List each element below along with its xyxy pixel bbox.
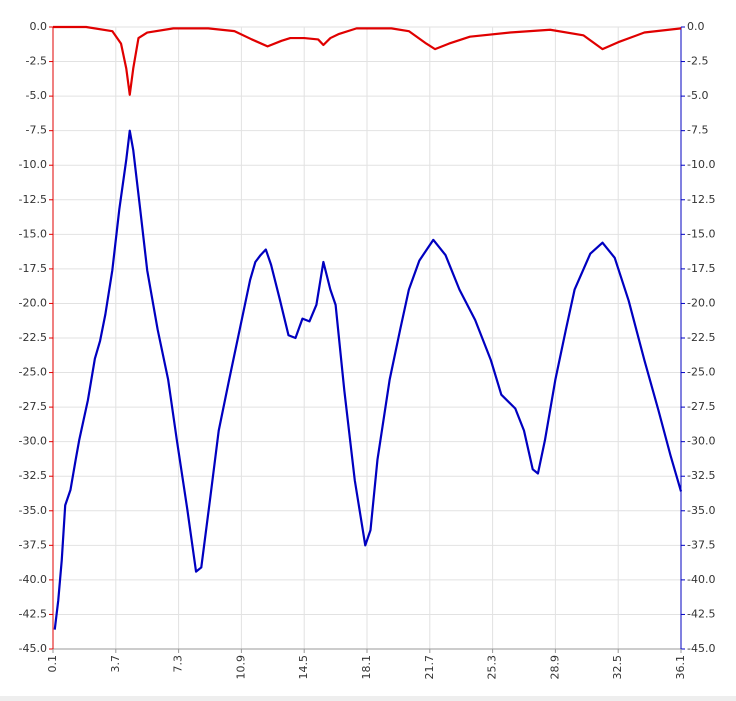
y2-tick-label: -2.5 — [687, 55, 708, 68]
y-tick-label: -30.0 — [19, 435, 47, 448]
y-tick-label: -32.5 — [19, 469, 47, 482]
y-tick-label: -40.0 — [19, 573, 47, 586]
y2-tick-label: -22.5 — [687, 331, 715, 344]
y2-tick-label: 0.0 — [687, 20, 705, 33]
x-tick-label: 7.3 — [172, 655, 185, 673]
y-tick-label: -35.0 — [19, 504, 47, 517]
y-tick-label: -12.5 — [19, 193, 47, 206]
x-tick-label: 36.1 — [674, 655, 687, 680]
x-tick-label: 28.9 — [548, 655, 561, 680]
series-line — [53, 129, 683, 630]
y-tick-label: -15.0 — [19, 227, 47, 240]
y2-tick-label: -30.0 — [687, 435, 715, 448]
y-tick-label: -5.0 — [26, 89, 47, 102]
y-tick-label: -42.5 — [19, 607, 47, 620]
x-tick-label: 25.3 — [486, 655, 499, 680]
y-tick-label: -45.0 — [19, 642, 47, 655]
y2-tick-label: -27.5 — [687, 400, 715, 413]
y2-tick-label: -35.0 — [687, 504, 715, 517]
y2-tick-label: -32.5 — [687, 469, 715, 482]
y2-tick-label: -10.0 — [687, 158, 715, 171]
y2-tick-label: -37.5 — [687, 538, 715, 551]
y2-tick-label: -42.5 — [687, 607, 715, 620]
y-tick-label: -20.0 — [19, 296, 47, 309]
y2-tick-label: -45.0 — [687, 642, 715, 655]
y-tick-label: -22.5 — [19, 331, 47, 344]
y-tick-label: -17.5 — [19, 262, 47, 275]
y2-tick-label: -5.0 — [687, 89, 708, 102]
series-line — [53, 25, 682, 96]
bottom-bar — [0, 696, 736, 701]
y-tick-label: -25.0 — [19, 366, 47, 379]
y-tick-label: -10.0 — [19, 158, 47, 171]
y2-tick-label: -12.5 — [687, 193, 715, 206]
y-tick-label: -2.5 — [26, 55, 47, 68]
x-tick-label: 18.1 — [360, 655, 373, 680]
y2-tick-label: -17.5 — [687, 262, 715, 275]
y2-tick-label: -7.5 — [687, 124, 708, 137]
y-tick-label: 0.0 — [30, 20, 48, 33]
x-tick-label: 10.9 — [234, 655, 247, 680]
y2-tick-label: -15.0 — [687, 227, 715, 240]
y2-tick-label: -25.0 — [687, 366, 715, 379]
y-tick-label: -7.5 — [26, 124, 47, 137]
y2-tick-label: -40.0 — [687, 573, 715, 586]
x-tick-label: 0.1 — [46, 655, 59, 673]
y-tick-label: -37.5 — [19, 538, 47, 551]
y-tick-label: -27.5 — [19, 400, 47, 413]
x-tick-label: 3.7 — [109, 655, 122, 673]
x-tick-label: 21.7 — [423, 655, 436, 680]
x-tick-label: 14.5 — [297, 655, 310, 680]
y2-tick-label: -20.0 — [687, 296, 715, 309]
x-tick-label: 32.5 — [611, 655, 624, 680]
